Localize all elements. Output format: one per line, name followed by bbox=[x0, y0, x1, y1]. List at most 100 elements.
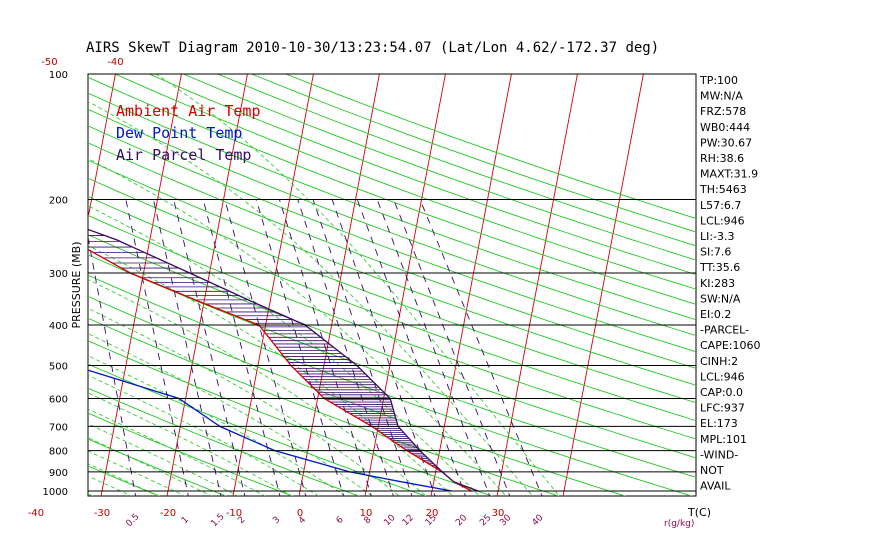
dry-adiabat-line bbox=[88, 196, 696, 422]
mixing-ratio-tick-label: 6 bbox=[335, 515, 346, 526]
background-grid bbox=[88, 74, 696, 496]
index-item: -PARCEL- bbox=[700, 324, 749, 337]
pressure-tick-label: 700 bbox=[49, 422, 68, 433]
top-temperature-tick-label: -50 bbox=[41, 57, 57, 68]
dry-adiabat-line bbox=[285, 74, 696, 219]
sounding-lines bbox=[88, 228, 479, 492]
dry-adiabat-line bbox=[88, 274, 693, 496]
index-item: LCL:946 bbox=[700, 370, 745, 383]
bottom-temperature-tick-label: -10 bbox=[226, 508, 242, 519]
bottom-temperature-tick-label: -20 bbox=[160, 508, 176, 519]
index-item: TP:100 bbox=[699, 74, 738, 87]
dry-adiabat-line bbox=[88, 340, 494, 496]
legend-parcel: Air Parcel Temp bbox=[116, 146, 251, 164]
index-item: LFC:937 bbox=[700, 402, 745, 415]
mixing-ratio-unit-label: r(g/kg) bbox=[664, 519, 694, 529]
isotherm-line bbox=[496, 74, 578, 496]
moist-adiabat-line bbox=[88, 101, 534, 496]
mixing-ratio-line bbox=[125, 199, 189, 496]
mixing-ratio-tick-label: 8 bbox=[362, 515, 373, 526]
dry-adiabat-line bbox=[88, 214, 696, 440]
moist-adiabat-line bbox=[155, 74, 560, 496]
bottom-temperature-tick-label: 0 bbox=[297, 508, 303, 519]
y-axis-label: PRESSURE (MB) bbox=[70, 242, 83, 329]
mixing-ratio-tick-label: 0.5 bbox=[124, 512, 141, 529]
moist-adiabat-line bbox=[88, 423, 239, 496]
legend-dewpoint: Dew Point Temp bbox=[116, 124, 242, 142]
pressure-tick-label: 500 bbox=[49, 361, 68, 372]
dry-adiabat-line bbox=[183, 74, 696, 261]
dry-adiabat-line bbox=[88, 108, 696, 337]
mixing-ratio-tick-label: 12 bbox=[401, 513, 416, 528]
mixing-ratio-line bbox=[279, 199, 372, 496]
dry-adiabat-line bbox=[88, 76, 696, 305]
parcel-temp-line bbox=[88, 228, 479, 492]
dry-adiabat-line bbox=[88, 295, 627, 496]
index-item: -WIND- bbox=[700, 448, 738, 461]
isotherm-line bbox=[562, 74, 644, 496]
mixing-ratio-tick-label: 40 bbox=[530, 513, 545, 528]
mixing-ratio-line bbox=[297, 199, 394, 496]
legend-ambient: Ambient Air Temp bbox=[116, 102, 261, 120]
dry-adiabat-line bbox=[88, 363, 427, 496]
mixing-ratio-tick-label: 10 bbox=[382, 513, 397, 528]
dry-adiabat-line bbox=[88, 125, 696, 353]
isobar-lines bbox=[88, 73, 696, 492]
mixing-ratio-tick-label: 4 bbox=[297, 515, 308, 526]
moist-adiabat-line bbox=[88, 245, 454, 496]
mixing-ratio-tick-label: 1.5 bbox=[209, 512, 226, 529]
chart-title: AIRS SkewT Diagram 2010-10-30/13:23:54.0… bbox=[86, 40, 659, 56]
isotherm-line bbox=[88, 74, 116, 221]
dry-adiabat-line bbox=[88, 465, 161, 496]
index-item: NOT bbox=[700, 464, 724, 477]
index-item: EI:0.2 bbox=[700, 308, 731, 321]
isotherm-line bbox=[430, 74, 512, 496]
top-temperature-tick-label: -40 bbox=[107, 57, 123, 68]
index-item: L57:6.7 bbox=[700, 199, 741, 212]
dry-adiabat-line bbox=[149, 74, 696, 275]
dry-adiabat-line bbox=[88, 234, 696, 459]
index-item: SW:N/A bbox=[700, 292, 741, 305]
dry-adiabat-line bbox=[88, 317, 560, 496]
index-item: TH:5463 bbox=[699, 183, 747, 196]
mixing-ratio-line bbox=[255, 199, 345, 496]
pressure-tick-label: 800 bbox=[49, 447, 68, 458]
isotherm-line bbox=[364, 74, 446, 496]
index-item: SI:7.6 bbox=[700, 246, 731, 259]
x-axis-label: T(C) bbox=[687, 506, 711, 519]
moist-adiabat-line bbox=[88, 408, 266, 496]
pressure-tick-label: 400 bbox=[49, 321, 68, 332]
pressure-tick-label: 900 bbox=[49, 468, 68, 479]
index-item: CAP:0.0 bbox=[700, 386, 743, 399]
moist-adiabat-line bbox=[88, 374, 320, 496]
index-panel: TP:100 MW:N/A FRZ:578 WB0:444 PW:30.67 RH:38.… bbox=[699, 74, 761, 493]
dry-adiabat-line bbox=[88, 412, 294, 496]
mixing-ratio-line bbox=[393, 199, 511, 496]
moist-adiabat-line bbox=[88, 278, 427, 496]
index-item: KI:283 bbox=[700, 277, 735, 290]
bottom-temperature-tick-label: 20 bbox=[426, 508, 439, 519]
dry-adiabat-line bbox=[114, 74, 696, 290]
dry-adiabat-line bbox=[88, 92, 696, 321]
index-item: FRZ:578 bbox=[700, 105, 746, 118]
index-item: CINH:2 bbox=[700, 355, 738, 368]
dry-adiabat-line bbox=[88, 438, 227, 496]
bottom-temperature-tick-label: -40 bbox=[28, 508, 44, 519]
index-item: LCL:946 bbox=[700, 214, 745, 227]
isotherm-line bbox=[232, 74, 314, 496]
dry-adiabat-line bbox=[88, 142, 696, 369]
ambient-temp-line bbox=[88, 248, 472, 492]
isotherm-line bbox=[100, 74, 182, 496]
index-item: MPL:101 bbox=[700, 433, 747, 446]
isotherm-line bbox=[298, 74, 380, 496]
index-item: MAXT:31.9 bbox=[700, 168, 758, 181]
bottom-temperature-tick-label: 30 bbox=[492, 508, 505, 519]
index-item: MW:N/A bbox=[700, 90, 743, 103]
pressure-tick-label: 100 bbox=[49, 70, 68, 81]
dry-adiabat-line bbox=[88, 254, 696, 478]
index-item: WB0:444 bbox=[700, 121, 750, 134]
bottom-temperature-tick-label: -30 bbox=[94, 508, 110, 519]
mixing-ratio-line bbox=[356, 199, 466, 496]
cape-hatch bbox=[88, 229, 439, 470]
